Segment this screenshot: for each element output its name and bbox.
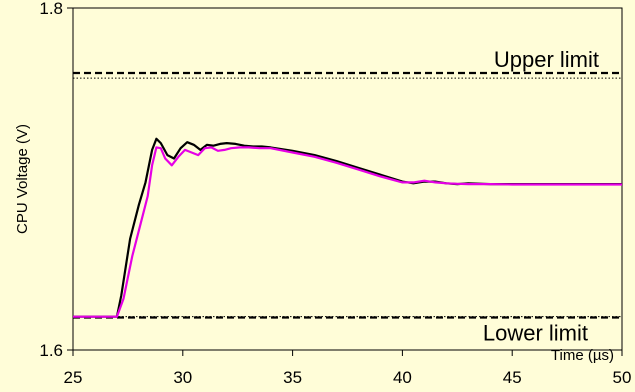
reference-lines	[73, 71, 622, 319]
x-tick-label-5: 50	[613, 368, 632, 387]
x-tick-label-1: 30	[173, 368, 192, 387]
x-tick-label-3: 40	[393, 368, 412, 387]
lower-limit-label: Lower limit	[483, 321, 588, 346]
upper-limit-label: Upper limit	[494, 47, 599, 72]
x-tick-label-2: 35	[283, 368, 302, 387]
x-tick-label-4: 45	[503, 368, 522, 387]
x-axis-title: Time (µs)	[551, 347, 614, 364]
y-tick-label-0: 1.6	[39, 341, 63, 360]
axes-layer: 25 30 35 40 45 50 1.6 1.8	[39, 0, 631, 387]
y-tick-label-1: 1.8	[39, 0, 63, 18]
x-tick-label-0: 25	[64, 368, 83, 387]
series-layer	[73, 137, 622, 318]
y-axis-title: CPU Voltage (V)	[14, 124, 31, 234]
series-line-1	[73, 146, 622, 318]
plot-area	[72, 7, 623, 351]
